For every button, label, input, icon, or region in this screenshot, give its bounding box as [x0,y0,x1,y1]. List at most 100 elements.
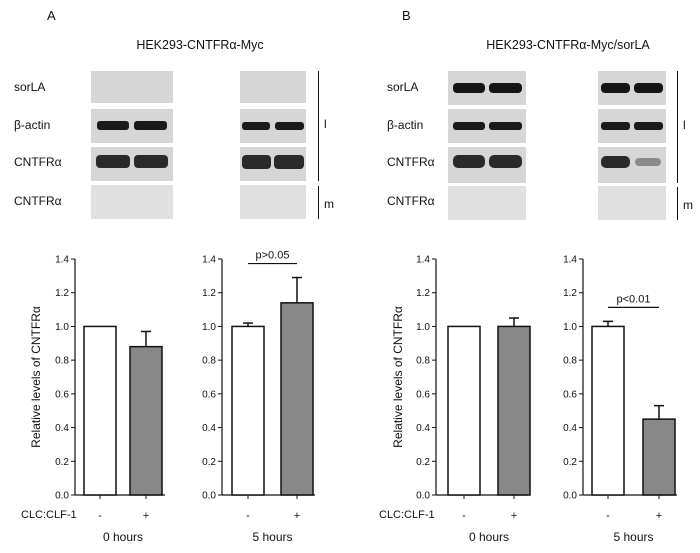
y-tick-label: 0.0 [202,491,216,502]
band [97,121,129,130]
panel-letter-b: B [402,8,411,23]
panel-b-label-cntfra-medium: CNTFRα [387,194,435,208]
panel-a-label-sorla: sorLA [14,80,46,94]
panel-b-blot-actin-0h [448,109,526,143]
y-tick-label: 1.4 [563,255,577,266]
y-tick-label: 1.0 [416,322,430,333]
y-tick-label: 0.0 [55,491,69,502]
x-tick-label: + [511,510,517,522]
panel-b-cell-line-title: HEK293-CNTFRα-Myc/sorLA [486,38,650,52]
y-axis-title: Relative levels of CNTFRα [391,306,405,448]
y-tick-label: 1.4 [202,255,216,266]
band [489,155,522,168]
band [601,156,630,168]
band [453,122,485,130]
y-tick-label: 0.8 [416,356,430,367]
chart-time-label: 5 hours [252,530,292,544]
bar [129,345,163,496]
y-tick-label: 0.0 [563,491,577,502]
bar [280,302,314,496]
panel-b-bracket-label-lysate: l [683,118,686,132]
x-tick-label: + [294,510,300,522]
y-tick-label: 0.2 [416,457,430,468]
y-tick-label: 0.4 [416,423,430,434]
x-tick-label: - [98,510,102,522]
y-tick-label: 1.0 [55,322,69,333]
band [634,122,663,130]
y-tick-label: 1.2 [55,288,69,299]
band [242,122,270,130]
panel-a-bracket-lysate [318,71,320,181]
bar [231,325,265,496]
panel-a-bracket-label-lysate: l [324,117,327,131]
y-tick-label: 0.4 [202,423,216,434]
band [275,122,304,130]
panel-b-blot-cntfra-0h [448,147,526,183]
band [601,122,630,130]
panel-a-bracket-medium [318,186,320,219]
panel-a-blot-cntfra-5h [240,147,306,181]
bar [591,325,625,496]
chart-time-label: 0 hours [469,530,509,544]
panel-a-label-cntfra-lysate: CNTFRα [14,155,62,169]
y-tick-label: 0.6 [202,389,216,400]
band [274,155,304,169]
band [601,83,630,93]
panel-b-label-sorla: sorLA [387,80,419,94]
panel-letter-a: A [47,8,56,23]
y-tick-label: 0.8 [55,356,69,367]
band [242,155,271,169]
y-tick-label: 1.2 [202,288,216,299]
y-tick-label: 0.6 [563,389,577,400]
y-tick-label: 1.4 [55,255,69,266]
y-tick-label: 0.8 [202,356,216,367]
chart-time-label: 0 hours [103,530,143,544]
band [635,158,661,166]
panel-a-blot-cntfra-medium-5h [240,185,306,219]
panel-a-blot-cntfra-medium-0h [91,185,173,219]
y-tick-label: 0.2 [563,457,577,468]
panel-b-blot-sorla-0h [448,71,526,105]
y-tick-label: 0.2 [202,457,216,468]
panel-a-blot-actin-5h [240,109,306,143]
bar [497,325,531,496]
y-tick-label: 0.8 [563,356,577,367]
y-tick-label: 0.6 [55,389,69,400]
band [134,155,168,168]
panel-a-blot-sorla-5h [240,71,306,103]
y-tick-label: 1.0 [202,322,216,333]
band [134,121,167,130]
band [489,83,522,93]
panel-a-treatment-label: CLC:CLF-1 [21,509,77,521]
panel-b-blot-cntfra-medium-5h [598,186,666,220]
panel-b-treatment-label: CLC:CLF-1 [379,509,435,521]
panel-b-bracket-label-medium: m [683,198,693,212]
panel-b-blot-cntfra-5h [598,147,666,183]
panel-a-cell-line-title: HEK293-CNTFRα-Myc [136,38,264,52]
y-axis-title: Relative levels of CNTFRα [29,306,43,448]
band [634,83,663,93]
panel-b-label-beta-actin: β-actin [387,118,424,132]
band [453,83,485,93]
bar [447,325,481,496]
x-tick-label: - [462,510,466,522]
panel-b-blot-actin-5h [598,109,666,143]
band [453,155,485,168]
panel-b-label-cntfra-lysate: CNTFRα [387,155,435,169]
panel-b-bracket-medium [677,187,679,220]
x-tick-label: - [606,510,610,522]
bar [83,325,117,496]
y-tick-label: 0.4 [563,423,577,434]
panel-a-bracket-label-medium: m [324,197,334,211]
y-tick-label: 1.2 [416,288,430,299]
y-tick-label: 0.6 [416,389,430,400]
panel-a-blot-actin-0h [91,109,173,143]
significance-label: p<0.01 [617,293,651,305]
panel-b-blot-cntfra-medium-0h [448,186,526,220]
panel-b-bracket-lysate [677,71,679,183]
x-tick-label: + [143,510,149,522]
panel-a-blot-sorla-0h [91,71,173,103]
band [96,155,130,168]
x-tick-label: - [246,510,250,522]
